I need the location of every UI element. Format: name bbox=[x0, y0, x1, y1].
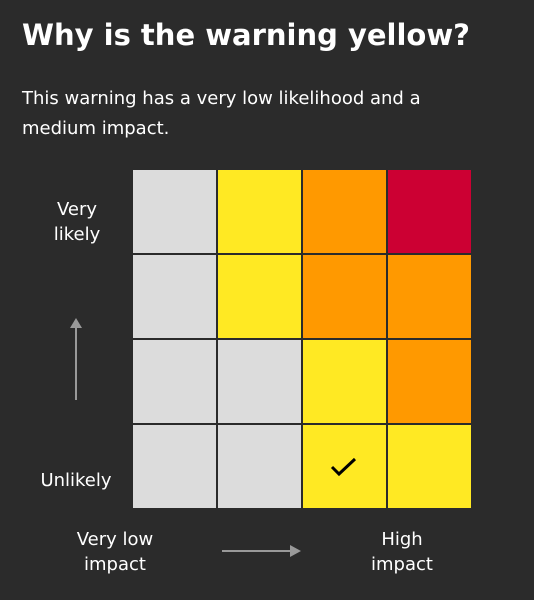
matrix-cell bbox=[303, 170, 386, 253]
risk-matrix bbox=[133, 170, 472, 510]
matrix-cell bbox=[218, 170, 301, 253]
matrix-cell bbox=[303, 340, 386, 423]
matrix-cell bbox=[388, 340, 471, 423]
check-icon bbox=[330, 457, 357, 477]
matrix-cell bbox=[133, 425, 216, 508]
impact-right-label: High impact bbox=[371, 529, 433, 575]
likelihood-top-label: Very likely bbox=[53, 199, 101, 245]
description: This warning has a very low likelihood a… bbox=[22, 88, 421, 139]
title: Why is the warning yellow? bbox=[22, 18, 470, 52]
matrix-cell bbox=[133, 340, 216, 423]
matrix-cell bbox=[303, 425, 386, 508]
matrix-cell bbox=[388, 255, 471, 338]
matrix-cell bbox=[218, 425, 301, 508]
matrix-cell bbox=[388, 425, 471, 508]
matrix-cell bbox=[218, 255, 301, 338]
likelihood-bottom-label: Unlikely bbox=[40, 470, 112, 491]
matrix-cell bbox=[388, 170, 471, 253]
matrix-cell bbox=[218, 340, 301, 423]
matrix-cell bbox=[133, 255, 216, 338]
impact-left-label: Very low impact bbox=[76, 529, 154, 575]
matrix-cell bbox=[133, 170, 216, 253]
matrix-cell bbox=[303, 255, 386, 338]
